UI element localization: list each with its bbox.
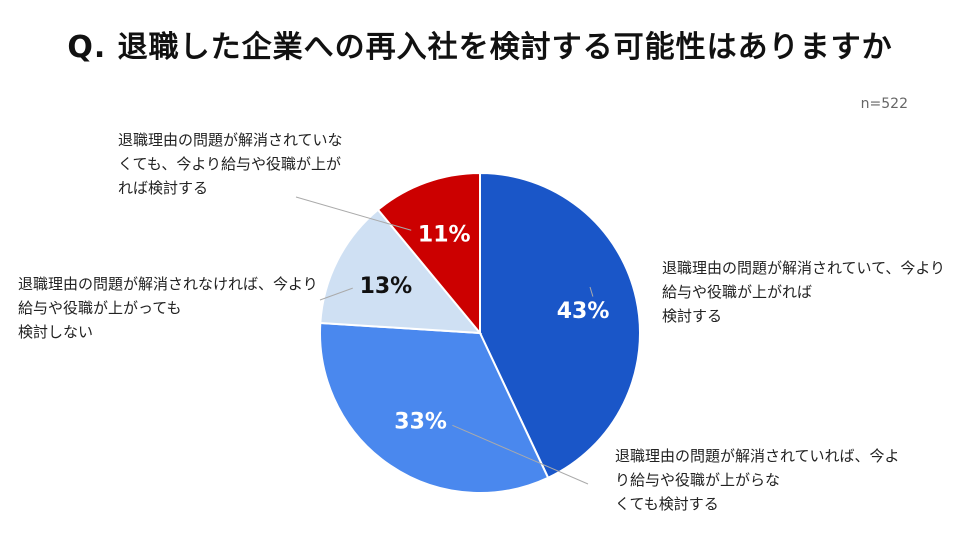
- pie-slice-1: [319, 321, 550, 494]
- pie-slice-3: [376, 171, 481, 336]
- leader-line-2: [319, 287, 353, 301]
- value-label-0: 43%: [557, 299, 610, 324]
- leader-line-0: [589, 286, 594, 297]
- leader-line-3: [295, 196, 412, 231]
- pie-slice-2: [319, 208, 483, 335]
- category-label-3: 退職理由の問題が解消されていな くても、今より給与や役職が上が れば検討する: [118, 131, 343, 197]
- value-label-2: 13%: [360, 274, 413, 299]
- value-label-1: 33%: [394, 409, 447, 434]
- category-label-1: 退職理由の問題が解消されていれば、今より給与や役職が上がらな くても検討する: [615, 447, 900, 513]
- chart-title: Q. 退職した企業への再入社を検討する可能性はありますか: [67, 30, 893, 65]
- value-label-3: 11%: [418, 223, 471, 248]
- pie-slice-0: [479, 171, 641, 480]
- category-label-0: 退職理由の問題が解消されていて、今より給与や役職が上がれば 検討する: [662, 259, 946, 325]
- leader-line-1: [452, 424, 589, 485]
- category-label-2: 退職理由の問題が解消されなければ、今より給与や役職が上がっても 検討しない: [18, 275, 318, 341]
- sample-size-label: n=522: [860, 96, 908, 112]
